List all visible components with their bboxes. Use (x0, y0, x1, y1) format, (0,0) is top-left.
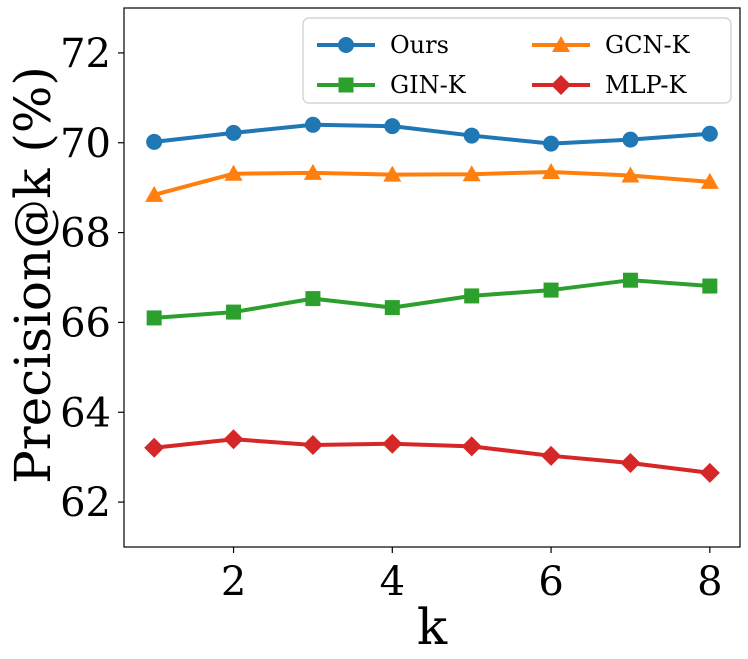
legend: Ours GCN-K GIN-K MLP-K (302, 17, 732, 104)
data-point (622, 272, 638, 288)
series-line (153, 437, 711, 475)
y-axis-label: Precision@k (%) (4, 66, 62, 484)
legend-marker (338, 77, 354, 93)
y-tick-label: 68 (60, 211, 111, 257)
data-point (383, 165, 402, 182)
data-point (382, 433, 403, 454)
y-tick-label: 64 (60, 390, 111, 436)
legend-item: GIN-K (317, 71, 467, 99)
legend-item: MLP-K (532, 71, 687, 99)
legend-marker (552, 36, 570, 52)
legend-marker (551, 75, 571, 95)
data-point (543, 135, 560, 152)
data-point (699, 462, 720, 483)
x-tick-label: 2 (221, 559, 246, 605)
y-tick-label: 70 (60, 121, 111, 167)
data-point (146, 310, 162, 326)
series-line (153, 169, 710, 197)
y-tick-label: 66 (60, 300, 111, 346)
data-point (461, 436, 482, 457)
data-point (225, 124, 242, 141)
series-gin-k (146, 272, 718, 326)
data-point (303, 163, 322, 180)
x-axis-label: k (417, 598, 448, 656)
series-gcn-k (145, 162, 719, 202)
data-point (302, 435, 323, 456)
legend-label: MLP-K (605, 71, 687, 99)
data-point (384, 300, 400, 316)
data-point (223, 429, 244, 450)
series-ours (146, 116, 718, 152)
x-tick-label: 4 (380, 559, 405, 605)
data-point (701, 125, 718, 142)
series-layer (144, 116, 720, 483)
data-point (541, 445, 562, 466)
data-point (226, 304, 242, 320)
series-mlp-k (144, 429, 720, 483)
data-point (542, 162, 561, 179)
data-point (145, 185, 164, 202)
data-point (304, 116, 321, 133)
y-tick-label: 62 (60, 480, 111, 526)
legend-box (302, 17, 732, 104)
x-tick-label: 6 (538, 559, 563, 605)
legend-marker (338, 37, 354, 53)
series-line (153, 122, 710, 146)
data-point (384, 118, 401, 135)
x-tick-label: 8 (697, 559, 722, 605)
legend-label: GCN-K (605, 31, 691, 59)
data-point (622, 131, 639, 148)
data-point (462, 165, 481, 182)
data-point (146, 133, 163, 150)
data-point (224, 164, 243, 181)
data-point (620, 453, 641, 474)
data-point (700, 172, 719, 189)
legend-item: GCN-K (532, 31, 691, 59)
data-point (144, 437, 165, 458)
series-line (154, 278, 710, 320)
data-point (464, 288, 480, 304)
data-point (305, 291, 321, 307)
plot-area-border (123, 7, 741, 548)
plot-frame (123, 7, 741, 548)
data-point (463, 127, 480, 144)
legend-item: Ours (317, 31, 449, 59)
data-point (702, 278, 718, 294)
legend-label: GIN-K (390, 71, 467, 99)
data-point (621, 166, 640, 183)
data-point (543, 282, 559, 298)
y-tick-label: 72 (60, 31, 111, 77)
legend-label: Ours (390, 31, 449, 59)
